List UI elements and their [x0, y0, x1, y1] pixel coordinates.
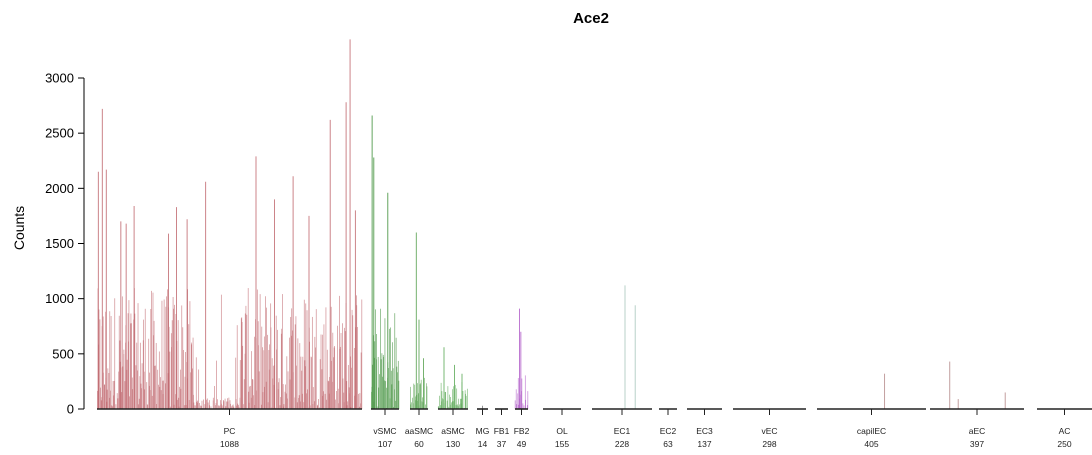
- group-aec: aEC 397: [930, 408, 1024, 449]
- group-aasmc: aaSMC 60: [405, 408, 433, 449]
- group-name-label: EC3: [696, 426, 713, 436]
- group-count-label: 250: [1057, 439, 1071, 449]
- group-name-label: AC: [1059, 426, 1071, 436]
- group-name-label: FB2: [514, 426, 530, 436]
- group-count-label: 137: [697, 439, 711, 449]
- group-name-label: OL: [556, 426, 568, 436]
- group-name-label: aSMC: [441, 426, 465, 436]
- group-count-label: 14: [478, 439, 488, 449]
- group-name-label: FB1: [494, 426, 510, 436]
- group-count-label: 60: [414, 439, 424, 449]
- group-count-label: 1088: [220, 439, 239, 449]
- group-count-label: 49: [517, 439, 527, 449]
- group-count-label: 155: [555, 439, 569, 449]
- group-name-label: capilEC: [857, 426, 886, 436]
- y-axis-label: Counts: [11, 206, 27, 250]
- y-tick-label: 3000: [45, 71, 74, 86]
- group-count-label: 405: [864, 439, 878, 449]
- group-count-label: 397: [970, 439, 984, 449]
- y-tick-label: 0: [67, 402, 74, 417]
- group-name-label: vSMC: [373, 426, 396, 436]
- group-name-label: EC1: [614, 426, 631, 436]
- group-vsmc: vSMC 107: [371, 408, 399, 449]
- group-count-label: 298: [762, 439, 776, 449]
- group-name-label: aEC: [969, 426, 986, 436]
- group-name-label: aaSMC: [405, 426, 433, 436]
- group-name-label: EC2: [660, 426, 677, 436]
- group-count-label: 228: [615, 439, 629, 449]
- group-count-label: 37: [497, 439, 507, 449]
- group-count-label: 63: [663, 439, 673, 449]
- group-ol: OL 155: [543, 408, 581, 449]
- y-tick-label: 2500: [45, 126, 74, 141]
- y-tick-label: 2000: [45, 181, 74, 196]
- y-tick-label: 1000: [45, 291, 74, 306]
- group-name-label: MG: [476, 426, 490, 436]
- bars: [97, 39, 1006, 409]
- group-name-label: vEC: [761, 426, 777, 436]
- group-capilec: capilEC 405: [817, 408, 926, 449]
- group-mg: MG 14: [476, 408, 490, 449]
- group-ac: AC 250: [1037, 408, 1092, 449]
- group-asmc: aSMC 130: [438, 408, 468, 449]
- chart-title: Ace2: [573, 10, 609, 27]
- group-count-label: 107: [378, 439, 392, 449]
- y-tick-label: 500: [52, 346, 74, 361]
- group-vec: vEC 298: [733, 408, 806, 449]
- groups: PC1088vSMC107aaSMC60aSMC130MG14FB137FB24…: [97, 408, 1092, 449]
- group-pc: PC 1088: [97, 408, 362, 449]
- group-name-label: PC: [224, 426, 236, 436]
- group-count-label: 130: [446, 439, 460, 449]
- y-axis: 0 500 1000 1500 2000 2500 3000: [45, 71, 85, 417]
- y-tick-label: 1500: [45, 236, 74, 251]
